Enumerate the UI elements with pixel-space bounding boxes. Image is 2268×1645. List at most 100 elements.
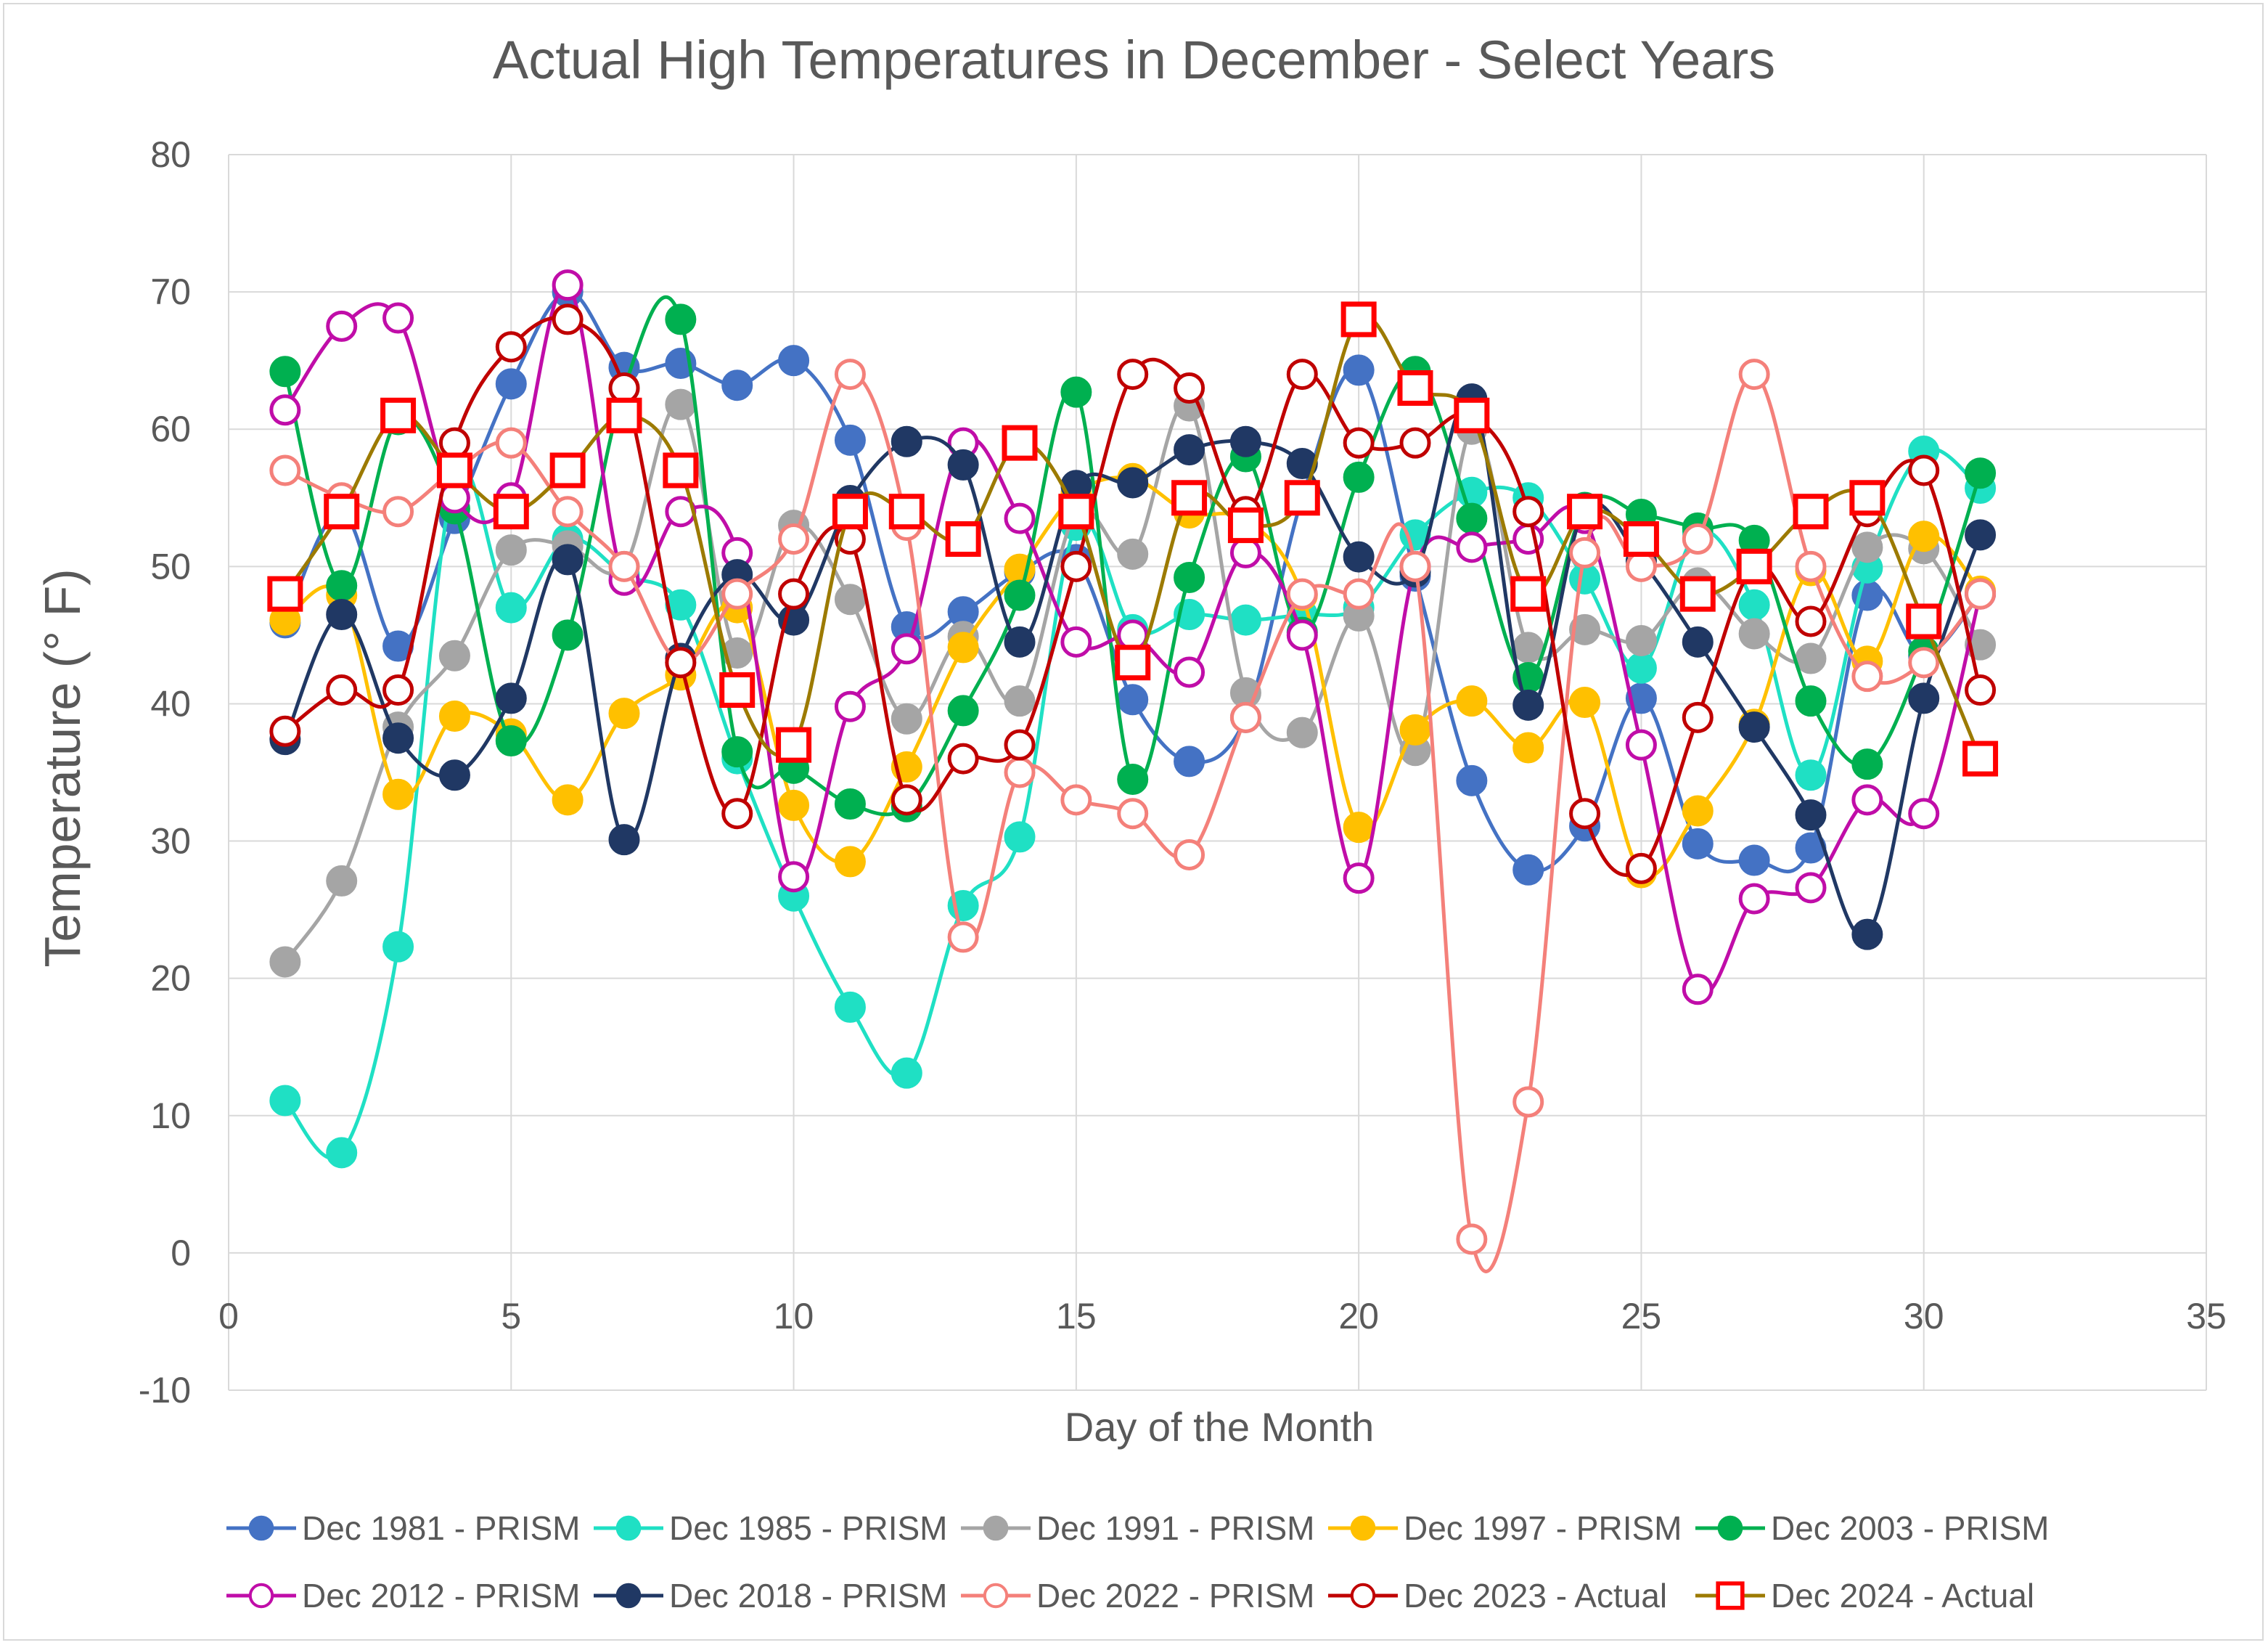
data-point: [1004, 502, 1036, 534]
data-point: [1060, 550, 1092, 582]
data-point: [834, 359, 866, 391]
data-point: [1004, 685, 1036, 717]
x-tick-label: 15: [1056, 1296, 1097, 1336]
data-point: [382, 496, 414, 528]
data-point: [1569, 613, 1601, 645]
legend: Dec 1981 - PRISM Dec 1985 - PRISM Dec 1991…: [226, 1509, 2049, 1615]
data-point: [1340, 301, 1377, 338]
data-point: [1117, 359, 1149, 391]
legend-marker: [615, 1515, 642, 1541]
data-point: [721, 736, 753, 768]
data-point: [1284, 480, 1320, 516]
data-point: [1171, 480, 1208, 516]
data-point: [1004, 626, 1036, 658]
data-point: [1174, 561, 1205, 593]
data-point: [552, 619, 584, 651]
y-tick-label: 30: [150, 821, 191, 862]
data-point: [269, 946, 301, 978]
data-point: [1962, 740, 1999, 777]
data-point: [326, 1137, 358, 1169]
data-point: [495, 725, 527, 757]
y-tick-label: 10: [150, 1095, 191, 1136]
data-point: [1286, 619, 1318, 651]
data-point: [326, 310, 358, 342]
data-point: [947, 449, 979, 481]
data-point: [380, 397, 417, 433]
data-point: [552, 269, 584, 301]
data-point: [1174, 746, 1205, 777]
data-point: [1738, 359, 1770, 391]
data-point: [382, 302, 414, 334]
data-point: [495, 682, 527, 714]
data-point: [495, 331, 527, 363]
data-point: [1004, 821, 1036, 853]
data-point: [1399, 427, 1431, 459]
legend-label: Dec 2018 - PRISM: [669, 1577, 947, 1615]
data-point: [1795, 550, 1827, 582]
data-point: [1004, 579, 1036, 611]
data-point: [269, 356, 301, 388]
legend-marker: [1350, 1583, 1376, 1609]
legend-marker: [1350, 1515, 1376, 1541]
y-tick-label: 40: [150, 683, 191, 724]
data-point: [1569, 536, 1601, 568]
data-point: [1625, 550, 1657, 582]
data-point: [1795, 605, 1827, 637]
data-point: [665, 388, 697, 420]
data-point: [834, 424, 866, 456]
data-point: [1623, 521, 1659, 558]
y-axis-title: Temperature (° F): [34, 568, 91, 967]
data-point: [1906, 603, 1942, 640]
series-dec-1991-prism: [269, 388, 1997, 978]
legend-label: Dec 1991 - PRISM: [1036, 1509, 1314, 1547]
legend-entry: Dec 2018 - PRISM: [594, 1577, 947, 1615]
data-point: [1569, 798, 1601, 830]
legend-marker: [1717, 1515, 1743, 1541]
data-point: [1682, 701, 1714, 733]
data-point: [269, 715, 301, 747]
data-point: [891, 703, 922, 735]
data-point: [495, 427, 527, 459]
data-point: [606, 397, 642, 433]
x-tick-label: 35: [2186, 1296, 2227, 1336]
y-tick-label: 0: [171, 1233, 191, 1273]
data-point: [1849, 480, 1886, 516]
data-point: [888, 494, 925, 530]
data-point: [267, 576, 303, 612]
data-point: [1738, 883, 1770, 915]
x-axis-title: Day of the Month: [1065, 1404, 1374, 1450]
data-point: [1456, 502, 1488, 534]
data-point: [947, 743, 979, 775]
data-point: [1679, 576, 1716, 612]
legend-label: Dec 2012 - PRISM: [302, 1577, 580, 1615]
data-point: [269, 1085, 301, 1117]
data-point: [1567, 494, 1603, 530]
series-dec-2003-prism: [269, 295, 1997, 822]
data-point: [778, 789, 810, 821]
data-point: [1397, 370, 1433, 406]
data-point: [1117, 619, 1149, 651]
data-point: [947, 695, 979, 727]
data-point: [1738, 711, 1770, 743]
data-point: [1229, 604, 1261, 636]
legend-entry: Dec 1981 - PRISM: [226, 1509, 580, 1547]
data-point: [1851, 918, 1883, 950]
data-point: [1682, 795, 1714, 827]
data-point: [832, 494, 868, 530]
y-tick-label: 20: [150, 958, 191, 999]
data-point: [891, 784, 922, 816]
y-tick-label: 60: [150, 409, 191, 449]
data-point: [1569, 687, 1601, 719]
data-point: [324, 494, 360, 530]
data-point: [1004, 729, 1036, 761]
data-point: [1512, 689, 1544, 721]
data-point: [1343, 812, 1375, 844]
data-point: [1454, 397, 1490, 433]
data-point: [269, 394, 301, 426]
data-point: [552, 303, 584, 335]
data-point: [1795, 759, 1827, 791]
data-point: [947, 632, 979, 664]
data-point: [945, 521, 981, 558]
legend-marker: [248, 1515, 274, 1541]
